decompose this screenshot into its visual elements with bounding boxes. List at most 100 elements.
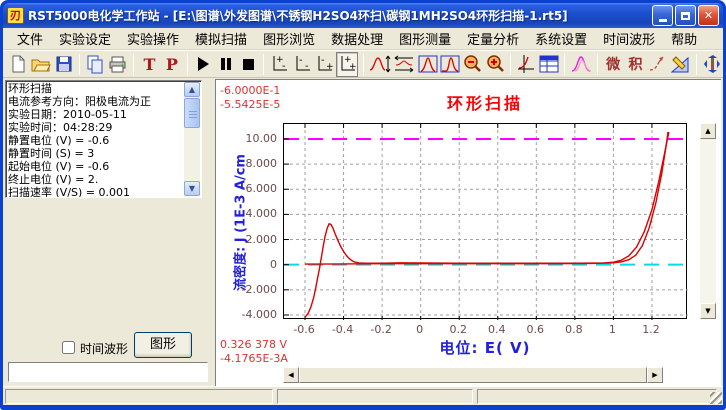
derivative-icon: 微 xyxy=(606,57,621,73)
toolbar-separator xyxy=(596,53,598,75)
restore-button[interactable] xyxy=(675,5,696,26)
pause-button[interactable] xyxy=(215,52,235,77)
scroll-down-icon[interactable]: ▼ xyxy=(700,303,716,319)
info-list-scrollbar[interactable]: ▲ ▼ xyxy=(184,82,200,196)
x-tick-label: 0.8 xyxy=(565,323,583,336)
scroll-left-icon[interactable]: ◀ xyxy=(283,367,299,383)
list-item: 实验日期：2010-05-11 xyxy=(8,108,127,121)
quadrant-minus-minus-button[interactable]: -- xyxy=(292,52,312,77)
list-item: 静置电位 (V) = -0.6 xyxy=(8,134,110,147)
zoom-region-button[interactable] xyxy=(417,52,438,77)
time-waveform-checkbox[interactable] xyxy=(62,341,75,354)
bottom-text-field[interactable] xyxy=(8,362,208,382)
menu-graph-browse[interactable]: 图形浏览 xyxy=(263,33,316,48)
chart-horizontal-scrollbar[interactable]: ◀ ▶ xyxy=(283,367,663,383)
y-tick-label: 2.000 xyxy=(245,232,278,246)
overlay-curves-button[interactable] xyxy=(570,52,592,77)
scroll-right-icon[interactable]: ▶ xyxy=(647,367,663,383)
plot-area[interactable] xyxy=(284,124,688,320)
derivative-button[interactable]: 微 xyxy=(603,52,623,77)
run-button[interactable] xyxy=(193,52,213,77)
copy-button[interactable] xyxy=(85,52,105,77)
data-table-button[interactable] xyxy=(539,52,559,77)
time-waveform-label: 时间波形 xyxy=(80,342,129,356)
copy-icon xyxy=(87,55,103,74)
peak-vertical-scale-button[interactable] xyxy=(369,52,391,77)
overlay-peaks-icon xyxy=(571,56,592,72)
scrollbar-thumb[interactable] xyxy=(184,98,200,128)
peak-horizontal-scale-button[interactable] xyxy=(393,52,415,77)
text-p-button[interactable]: P xyxy=(162,52,182,77)
status-panel-2 xyxy=(277,389,473,404)
y-tick-label: -4.000 xyxy=(241,307,277,321)
integral-icon: 积 xyxy=(628,57,643,73)
x-tick-label: 1.2 xyxy=(642,323,660,336)
close-button[interactable]: ✕ xyxy=(698,5,719,26)
status-bar xyxy=(3,386,723,405)
cursor-voltage-readout: -6.0000E-1 xyxy=(220,84,281,97)
zoom-region-narrow-button[interactable] xyxy=(440,52,460,77)
save-button[interactable] xyxy=(53,52,73,77)
axes-minus-plus-icon: -+ xyxy=(318,55,334,72)
plot-frame[interactable] xyxy=(283,123,688,320)
zoom-in-button[interactable] xyxy=(485,52,505,77)
peak-box-icon xyxy=(418,55,438,73)
y-tick-label: 4.000 xyxy=(245,207,278,221)
zoom-out-button[interactable] xyxy=(462,52,482,77)
integral-button[interactable]: 积 xyxy=(625,52,645,77)
list-item: 起始电位 (V) = -0.6 xyxy=(8,160,110,173)
curve-axis-button[interactable] xyxy=(516,52,536,77)
scroll-up-icon[interactable]: ▲ xyxy=(184,82,200,97)
experiment-info-list[interactable]: 环形扫描 电流参考方向：阳极电流为正 实验日期：2010-05-11 实验时间：… xyxy=(5,80,202,198)
resize-grip[interactable] xyxy=(710,392,722,404)
menu-file[interactable]: 文件 xyxy=(17,33,44,48)
quadrant-plus-minus-button[interactable]: + - xyxy=(269,52,289,77)
quadrant-minus-plus-button[interactable]: - + xyxy=(314,52,334,77)
letter-p-icon: P xyxy=(165,54,178,74)
double-arrows-icon xyxy=(703,55,720,73)
svg-text:+: + xyxy=(344,55,352,65)
data-table-icon xyxy=(539,55,559,73)
print-button[interactable] xyxy=(107,52,128,77)
smooth-curve-button[interactable] xyxy=(648,52,668,77)
text-t-button[interactable]: T xyxy=(139,52,159,77)
window-title: RST5000电化学工作站 - [E:\图谱\外发图谱\不锈钢H2SO4环扫\碳… xyxy=(28,9,568,23)
menu-help[interactable]: 帮助 xyxy=(671,33,698,48)
menu-experiment-setup[interactable]: 实验设定 xyxy=(59,33,112,48)
y-tick-label: 6.000 xyxy=(245,182,278,196)
smooth-curve-icon xyxy=(649,56,664,71)
menu-data-process[interactable]: 数据处理 xyxy=(331,33,384,48)
x-tick-label: 0.6 xyxy=(526,323,545,336)
new-file-button[interactable] xyxy=(8,52,28,77)
menu-simulated-scan[interactable]: 模拟扫描 xyxy=(195,33,248,48)
x-tick-label: 0 xyxy=(416,323,424,336)
axis-adjust-button[interactable] xyxy=(702,52,722,77)
edit-graph-button[interactable] xyxy=(670,52,690,77)
scroll-down-icon[interactable]: ▼ xyxy=(184,181,200,196)
quadrant-plus-plus-button[interactable]: + + xyxy=(336,51,359,77)
menu-time-waveform[interactable]: 时间波形 xyxy=(603,33,656,48)
list-item: 静置时间 (S) = 3 xyxy=(8,147,95,160)
menu-system-settings[interactable]: 系统设置 xyxy=(535,33,588,48)
y-tick-label: 10.00 xyxy=(245,131,278,145)
menu-graph-measure[interactable]: 图形测量 xyxy=(399,33,452,48)
stop-icon xyxy=(242,58,254,70)
close-icon: ✕ xyxy=(703,9,714,22)
stop-button[interactable] xyxy=(238,52,258,77)
toolbar-separator xyxy=(187,53,189,75)
x-tick-label: -0.4 xyxy=(331,323,354,336)
minimize-button[interactable] xyxy=(652,5,673,26)
minimize-icon xyxy=(658,18,667,22)
scrollbar-thumb[interactable] xyxy=(299,367,647,383)
graph-button[interactable]: 图形 xyxy=(134,332,192,358)
menu-quantitative-analysis[interactable]: 定量分析 xyxy=(467,33,520,48)
pencil-ruler-icon xyxy=(670,56,689,73)
list-item: 终止电位 (V) = 2. xyxy=(8,173,99,186)
open-file-button[interactable] xyxy=(30,52,52,77)
scroll-up-icon[interactable]: ▲ xyxy=(700,123,716,139)
chart-vertical-scrollbar[interactable]: ▲ ▼ xyxy=(700,123,716,319)
svg-text:+: + xyxy=(326,62,334,72)
menu-experiment-operate[interactable]: 实验操作 xyxy=(127,33,180,48)
y-tick-label: 8.000 xyxy=(245,157,278,171)
